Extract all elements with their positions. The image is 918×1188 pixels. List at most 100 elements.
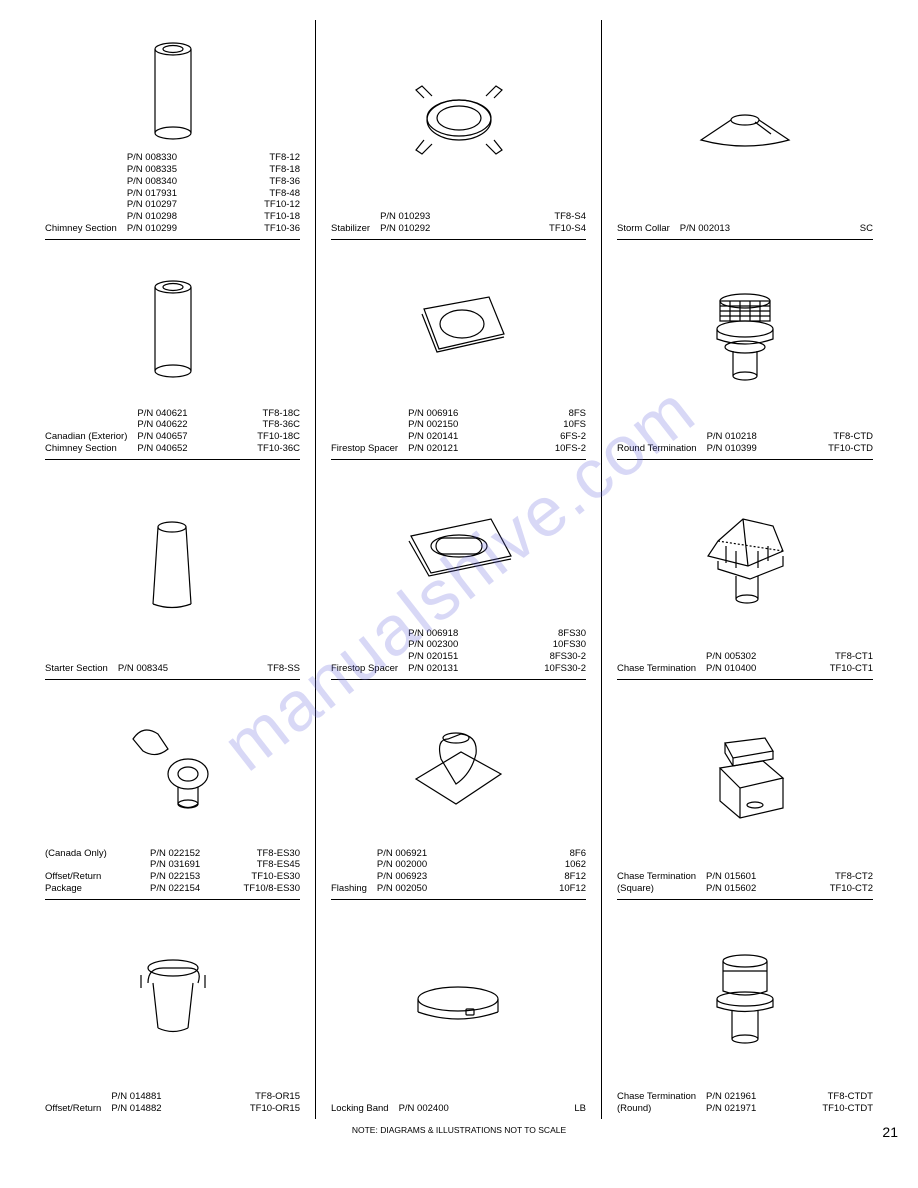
part-drawing xyxy=(331,250,586,408)
pn: P/N 010299 xyxy=(127,223,254,235)
part-info: Canadian (Exterior) Chimney Section P/N 0… xyxy=(45,408,300,456)
part-info: Round TerminationP/N 010218P/N 010399TF8… xyxy=(617,431,873,455)
part-cell: Canadian (Exterior) Chimney Section P/N 0… xyxy=(45,240,300,460)
part-info: Chimney SectionP/N 008330P/N 008335P/N 0… xyxy=(45,152,300,235)
part-numbers: P/N 022152P/N 031691P/N 022153P/N 022154 xyxy=(150,848,234,896)
part-codes: LB xyxy=(574,1103,586,1115)
code: 8F6 xyxy=(559,848,586,860)
part-cell: Chase Termination (Round) P/N 021961P/N 0… xyxy=(617,900,873,1119)
part-drawing xyxy=(45,470,300,663)
part-title: (Canada Only) Offset/Return Package xyxy=(45,848,140,896)
pn: P/N 010297 xyxy=(127,199,254,211)
code: TF8-CTD xyxy=(828,431,873,443)
page-number: 21 xyxy=(882,1124,898,1140)
code: TF8-OR15 xyxy=(250,1091,300,1103)
pn: P/N 002013 xyxy=(680,223,850,235)
code: 10FS-2 xyxy=(555,443,586,455)
pn: P/N 021961 xyxy=(706,1091,812,1103)
part-info: (Canada Only) Offset/Return PackageP/N 0… xyxy=(45,848,300,896)
code: TF8-CTDT xyxy=(822,1091,873,1103)
part-info: Chase TerminationP/N 005302P/N 010400TF8… xyxy=(617,651,873,675)
pn: P/N 008340 xyxy=(127,176,254,188)
part-title: Firestop Spacer xyxy=(331,443,398,455)
pn: P/N 040622 xyxy=(137,419,247,431)
part-numbers: P/N 010218P/N 010399 xyxy=(707,431,819,455)
part-numbers: P/N 006921P/N 002000P/N 006923P/N 002050 xyxy=(377,848,549,896)
pn: P/N 002050 xyxy=(377,883,549,895)
part-info: StabilizerP/N 010293P/N 010292TF8-S4TF10… xyxy=(331,211,586,235)
code: TF10-OR15 xyxy=(250,1103,300,1115)
pn: P/N 022154 xyxy=(150,883,234,895)
code: TF10-12 xyxy=(264,199,300,211)
code: 6FS-2 xyxy=(555,431,586,443)
pn: P/N 002000 xyxy=(377,859,549,871)
column-0: Chimney SectionP/N 008330P/N 008335P/N 0… xyxy=(30,20,316,1119)
part-title: Storm Collar xyxy=(617,223,670,235)
part-drawing xyxy=(331,910,586,1103)
part-numbers: P/N 015601P/N 015602 xyxy=(706,871,820,895)
part-codes: TF8-SS xyxy=(267,663,300,675)
part-title: Canadian (Exterior) Chimney Section xyxy=(45,431,127,455)
part-drawing xyxy=(45,910,300,1091)
part-info: Firestop SpacerP/N 006916P/N 002150P/N 0… xyxy=(331,408,586,456)
code: TF8-36 xyxy=(264,176,300,188)
code: TF8-12 xyxy=(264,152,300,164)
part-info: Chase Termination (Square)P/N 015601P/N … xyxy=(617,871,873,895)
code: TF8-36C xyxy=(257,419,300,431)
part-title: Stabilizer xyxy=(331,223,370,235)
pn: P/N 021971 xyxy=(706,1103,812,1115)
pn: P/N 022153 xyxy=(150,871,234,883)
code: TF10-18C xyxy=(257,431,300,443)
code: 8FS xyxy=(555,408,586,420)
part-drawing xyxy=(45,250,300,408)
code: 10FS30-2 xyxy=(544,663,586,675)
part-title: Locking Band xyxy=(331,1103,389,1115)
pn: P/N 040621 xyxy=(137,408,247,420)
part-drawing xyxy=(617,470,873,651)
part-info: Storm CollarP/N 002013SC xyxy=(617,223,873,235)
part-numbers: P/N 005302P/N 010400 xyxy=(706,651,820,675)
pn: P/N 008330 xyxy=(127,152,254,164)
pn: P/N 006916 xyxy=(408,408,545,420)
code: TF8-CT1 xyxy=(830,651,873,663)
part-codes: TF8-ES30TF8-ES45TF10-ES30TF10/8-ES30 xyxy=(244,848,301,896)
pn: P/N 014882 xyxy=(111,1103,240,1115)
part-cell: Locking BandP/N 002400LB xyxy=(331,900,586,1119)
pn: P/N 010400 xyxy=(706,663,820,675)
part-cell: Firestop SpacerP/N 006918P/N 002300P/N 0… xyxy=(331,460,586,680)
part-codes: TF8-CTDTTF10-CTDT xyxy=(822,1091,873,1115)
part-title: Chase Termination (Round) xyxy=(617,1091,696,1115)
pn: P/N 005302 xyxy=(706,651,820,663)
pn: P/N 010292 xyxy=(380,223,539,235)
part-cell: StabilizerP/N 010293P/N 010292TF8-S4TF10… xyxy=(331,20,586,240)
part-codes: 8F610628F1210F12 xyxy=(559,848,586,896)
code: 8FS30 xyxy=(544,628,586,640)
part-codes: TF8-CTDTF10-CTD xyxy=(828,431,873,455)
part-codes: TF8-OR15TF10-OR15 xyxy=(250,1091,300,1115)
code: TF10-CTDT xyxy=(822,1103,873,1115)
part-drawing xyxy=(617,690,873,871)
code: TF10-18 xyxy=(264,211,300,223)
column-1: StabilizerP/N 010293P/N 010292TF8-S4TF10… xyxy=(316,20,602,1119)
code: 8F12 xyxy=(559,871,586,883)
part-info: Offset/ReturnP/N 014881P/N 014882TF8-OR1… xyxy=(45,1091,300,1115)
part-cell: Offset/ReturnP/N 014881P/N 014882TF8-OR1… xyxy=(45,900,300,1119)
pn: P/N 015601 xyxy=(706,871,820,883)
code: TF10-36 xyxy=(264,223,300,235)
part-cell: Chimney SectionP/N 008330P/N 008335P/N 0… xyxy=(45,20,300,240)
part-codes: TF8-CT1TF10-CT1 xyxy=(830,651,873,675)
part-info: Chase Termination (Round) P/N 021961P/N 0… xyxy=(617,1091,873,1115)
part-info: Locking BandP/N 002400LB xyxy=(331,1103,586,1115)
part-drawing xyxy=(45,30,300,152)
pn: P/N 020121 xyxy=(408,443,545,455)
code: TF8-SS xyxy=(267,663,300,675)
footer-note: NOTE: DIAGRAMS & ILLUSTRATIONS NOT TO SC… xyxy=(30,1125,888,1135)
part-cell: (Canada Only) Offset/Return PackageP/N 0… xyxy=(45,680,300,900)
pn: P/N 006918 xyxy=(408,628,534,640)
parts-grid: Chimney SectionP/N 008330P/N 008335P/N 0… xyxy=(30,20,888,1119)
code: TF10/8-ES30 xyxy=(244,883,301,895)
code: TF10-ES30 xyxy=(244,871,301,883)
part-title: Flashing xyxy=(331,883,367,895)
part-cell: Round TerminationP/N 010218P/N 010399TF8… xyxy=(617,240,873,460)
part-codes: 8FS3010FS308FS30-210FS30-2 xyxy=(544,628,586,676)
